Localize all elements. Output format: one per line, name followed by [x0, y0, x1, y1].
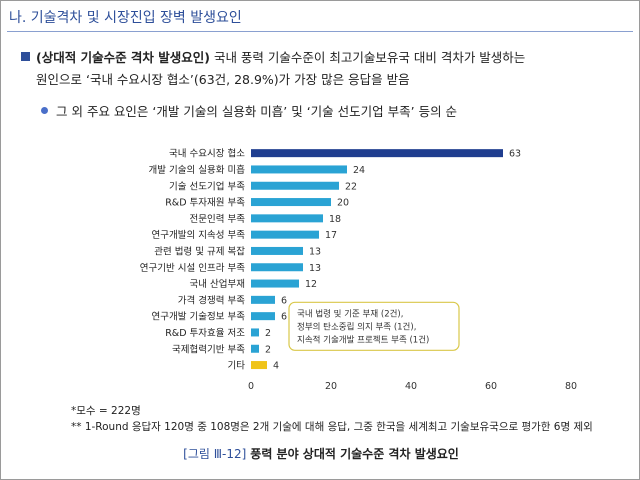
category-label: 국내 산업부재 [190, 278, 245, 290]
category-label: 가격 경쟁력 부족 [178, 294, 245, 306]
annotation-line: 지속적 기술개발 프로젝트 부족 (1건) [297, 334, 429, 345]
bar [251, 361, 267, 370]
bar [251, 246, 303, 255]
bar [251, 198, 331, 207]
value-label: 2 [265, 344, 271, 355]
category-label: 전문인력 부족 [190, 213, 246, 225]
value-label: 6 [281, 312, 287, 323]
annotation-line: 국내 법령 및 기준 부재 (2건), [297, 308, 403, 319]
x-tick-label: 60 [485, 381, 497, 392]
section-title: 나. 기술격차 및 시장진입 장벽 발생요인 [9, 10, 242, 26]
bar [251, 279, 299, 288]
value-label: 20 [337, 198, 349, 209]
figure-caption: [그림 Ⅲ-12] 풍력 분야 상대적 기술수준 격차 발생요인 [1, 445, 640, 462]
annotation-line: 정부의 탄소중립 의지 부족 (1건), [297, 321, 416, 332]
bar [251, 328, 259, 337]
x-tick-label: 0 [248, 381, 254, 392]
bar [251, 263, 303, 272]
annotation-box [288, 301, 460, 351]
category-label: 국내 수요시장 협소 [169, 148, 245, 160]
value-label: 13 [309, 246, 321, 257]
category-label: 기술 선도기업 부족 [169, 180, 245, 192]
x-tick-label: 80 [565, 381, 577, 392]
category-label: 기타 [228, 361, 246, 372]
main-bullet: (상대적 기술수준 격차 발생요인) 국내 풍력 기술수준이 최고기술보유국 대… [21, 47, 633, 91]
title-divider [7, 31, 633, 32]
value-label: 18 [329, 214, 341, 225]
value-label: 24 [353, 165, 365, 176]
square-bullet-icon [21, 52, 30, 61]
value-label: 2 [265, 328, 271, 339]
figure-title: 풍력 분야 상대적 기술수준 격차 발생요인 [250, 447, 459, 461]
main-bullet-text-1: 국내 풍력 기술수준이 최고기술보유국 대비 격차가 발생하는 [209, 50, 526, 65]
value-label: 4 [273, 361, 279, 372]
bar [251, 181, 339, 190]
x-tick-label: 20 [325, 381, 337, 392]
bar [251, 214, 323, 223]
main-bullet-label: (상대적 기술수준 격차 발생요인) [36, 50, 210, 65]
category-label: 연구개발 기술정보 부족 [152, 312, 246, 323]
bar [251, 344, 259, 353]
category-label: 국제협력기반 부족 [172, 343, 245, 355]
category-label: 연구기반 시설 인프라 부족 [140, 263, 245, 274]
value-label: 22 [345, 181, 357, 192]
category-label: 개발 기술의 실용화 미흡 [149, 164, 246, 176]
bar [251, 230, 319, 239]
value-label: 63 [509, 149, 521, 160]
value-label: 12 [305, 279, 317, 290]
bar [251, 165, 347, 174]
note-sample-size: *모수 = 222명 [71, 405, 141, 417]
category-label: R&D 투자재원 부족 [165, 198, 245, 209]
note-respondents: ** 1-Round 응답자 120명 중 108명은 2개 기술에 대해 응답… [71, 421, 593, 433]
sub-bullet-text: 그 외 주요 요인은 ‘개발 기술의 실용화 미흡’ 및 ‘기술 선도기업 부족… [56, 104, 458, 119]
bar [251, 312, 275, 321]
main-bullet-text-2: 원인으로 ‘국내 수요시장 협소’(63건, 28.9%)가 가장 많은 응답을… [36, 72, 410, 87]
category-label: 관련 법령 및 규제 복잡 [154, 245, 245, 257]
x-tick-label: 40 [405, 381, 417, 392]
value-label: 13 [309, 263, 321, 274]
category-label: R&D 투자효율 저조 [165, 328, 245, 339]
value-label: 6 [281, 295, 287, 306]
value-label: 17 [325, 230, 337, 241]
figure-number: [그림 Ⅲ-12] [183, 447, 247, 461]
chart-notes: *모수 = 222명 ** 1-Round 응답자 120명 중 108명은 2… [71, 403, 593, 435]
category-label: 연구개발의 지속성 부족 [152, 230, 246, 241]
bar [251, 149, 503, 158]
round-bullet-icon [41, 107, 48, 114]
bar [251, 295, 275, 304]
sub-bullet: 그 외 주요 요인은 ‘개발 기술의 실용화 미흡’ 및 ‘기술 선도기업 부족… [41, 101, 457, 120]
